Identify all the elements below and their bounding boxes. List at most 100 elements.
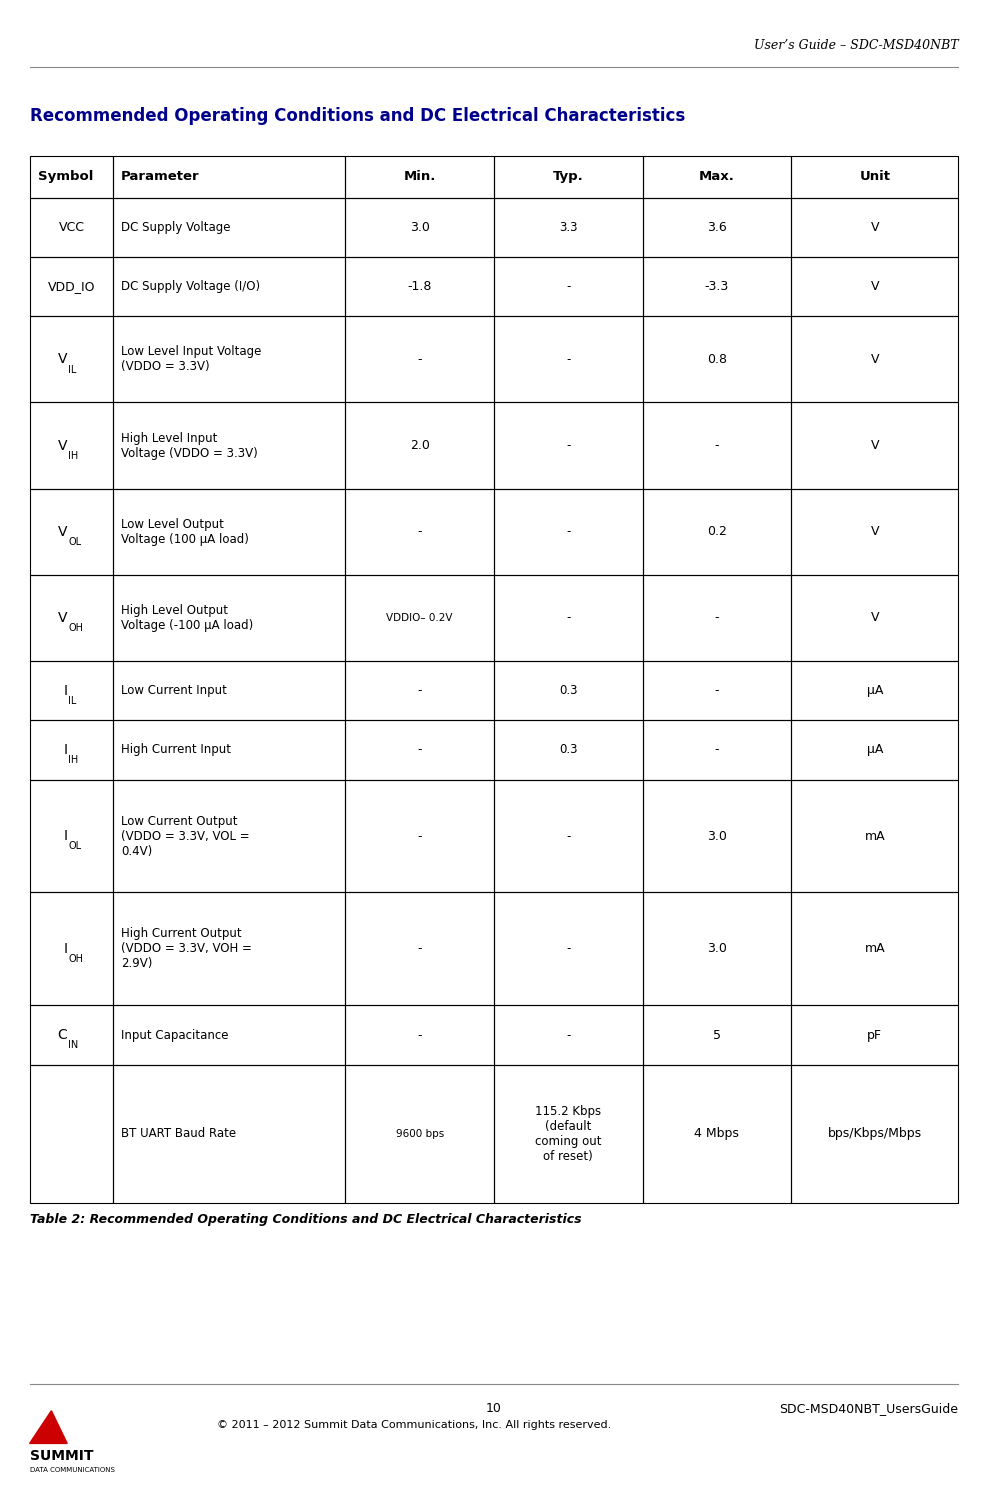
Text: High Level Input
Voltage (VDDO = 3.3V): High Level Input Voltage (VDDO = 3.3V) bbox=[122, 432, 258, 459]
Text: Low Current Output
(VDDO = 3.3V, VOL =
0.4V): Low Current Output (VDDO = 3.3V, VOL = 0… bbox=[122, 815, 250, 857]
Text: -: - bbox=[566, 830, 570, 842]
Bar bbox=[494, 198, 642, 257]
Bar bbox=[494, 316, 642, 402]
Bar bbox=[642, 1065, 791, 1203]
Bar bbox=[346, 780, 494, 892]
Bar bbox=[114, 257, 346, 316]
Bar bbox=[114, 892, 346, 1005]
Text: -: - bbox=[714, 744, 719, 756]
Text: 9600 bps: 9600 bps bbox=[395, 1129, 444, 1139]
Text: -: - bbox=[714, 685, 719, 696]
Text: pF: pF bbox=[867, 1029, 882, 1041]
Text: OL: OL bbox=[68, 842, 82, 851]
Text: 3.0: 3.0 bbox=[707, 830, 727, 842]
Text: 4 Mbps: 4 Mbps bbox=[695, 1127, 739, 1140]
Text: Table 2: Recommended Operating Conditions and DC Electrical Characteristics: Table 2: Recommended Operating Condition… bbox=[30, 1213, 581, 1227]
Bar bbox=[114, 780, 346, 892]
Bar bbox=[114, 1005, 346, 1065]
Text: High Current Input: High Current Input bbox=[122, 744, 231, 756]
Bar bbox=[642, 575, 791, 661]
Bar bbox=[30, 1065, 114, 1203]
Text: Recommended Operating Conditions and DC Electrical Characteristics: Recommended Operating Conditions and DC … bbox=[30, 107, 685, 125]
Text: μA: μA bbox=[866, 685, 883, 696]
Text: Parameter: Parameter bbox=[122, 171, 200, 183]
Text: User’s Guide – SDC-MSD40NBT: User’s Guide – SDC-MSD40NBT bbox=[754, 39, 958, 52]
Bar bbox=[791, 780, 958, 892]
Bar bbox=[791, 198, 958, 257]
Text: V: V bbox=[870, 440, 879, 451]
Text: -: - bbox=[418, 830, 422, 842]
Bar bbox=[30, 720, 114, 780]
Text: VDDIO– 0.2V: VDDIO– 0.2V bbox=[386, 613, 453, 622]
Bar bbox=[346, 489, 494, 575]
Bar bbox=[494, 257, 642, 316]
Bar bbox=[642, 892, 791, 1005]
Text: 5: 5 bbox=[713, 1029, 721, 1041]
Bar bbox=[494, 489, 642, 575]
Bar bbox=[30, 575, 114, 661]
Bar bbox=[346, 402, 494, 489]
Bar bbox=[346, 316, 494, 402]
Polygon shape bbox=[30, 1411, 67, 1443]
Bar bbox=[346, 720, 494, 780]
Bar bbox=[791, 402, 958, 489]
Bar bbox=[114, 489, 346, 575]
Bar bbox=[791, 489, 958, 575]
Bar bbox=[791, 316, 958, 402]
Bar bbox=[114, 1065, 346, 1203]
Text: Typ.: Typ. bbox=[553, 171, 584, 183]
Text: V: V bbox=[870, 221, 879, 233]
Bar bbox=[114, 316, 346, 402]
Text: 115.2 Kbps
(default
coming out
of reset): 115.2 Kbps (default coming out of reset) bbox=[535, 1105, 602, 1163]
Text: Low Level Output
Voltage (100 μA load): Low Level Output Voltage (100 μA load) bbox=[122, 518, 249, 545]
Text: -: - bbox=[714, 440, 719, 451]
Text: V: V bbox=[58, 438, 67, 453]
Text: V: V bbox=[870, 281, 879, 293]
Text: IH: IH bbox=[68, 756, 79, 765]
Bar bbox=[791, 661, 958, 720]
Bar bbox=[791, 156, 958, 198]
Bar bbox=[642, 780, 791, 892]
Text: V: V bbox=[58, 352, 67, 367]
Bar bbox=[30, 1005, 114, 1065]
Text: -: - bbox=[418, 685, 422, 696]
Text: -: - bbox=[566, 1029, 570, 1041]
Bar bbox=[494, 402, 642, 489]
Text: SDC-MSD40NBT_UsersGuide: SDC-MSD40NBT_UsersGuide bbox=[780, 1402, 958, 1415]
Text: -1.8: -1.8 bbox=[407, 281, 432, 293]
Text: V: V bbox=[870, 353, 879, 365]
Bar bbox=[114, 720, 346, 780]
Bar bbox=[346, 198, 494, 257]
Bar bbox=[791, 1065, 958, 1203]
Text: -: - bbox=[566, 281, 570, 293]
Bar bbox=[346, 892, 494, 1005]
Text: 3.3: 3.3 bbox=[559, 221, 578, 233]
Text: Max.: Max. bbox=[699, 171, 735, 183]
Text: -: - bbox=[418, 1029, 422, 1041]
Text: 0.8: 0.8 bbox=[706, 353, 727, 365]
Bar bbox=[114, 575, 346, 661]
Bar bbox=[114, 661, 346, 720]
Bar bbox=[30, 489, 114, 575]
Bar bbox=[346, 1005, 494, 1065]
Text: -: - bbox=[566, 440, 570, 451]
Bar bbox=[346, 257, 494, 316]
Text: Input Capacitance: Input Capacitance bbox=[122, 1029, 228, 1041]
Bar bbox=[791, 720, 958, 780]
Text: -: - bbox=[714, 612, 719, 624]
Text: C: C bbox=[57, 1028, 67, 1042]
Text: -3.3: -3.3 bbox=[704, 281, 729, 293]
Text: mA: mA bbox=[864, 830, 885, 842]
Text: 3.0: 3.0 bbox=[707, 943, 727, 955]
Text: 3.0: 3.0 bbox=[410, 221, 430, 233]
Bar bbox=[114, 198, 346, 257]
Bar bbox=[30, 402, 114, 489]
Bar bbox=[346, 575, 494, 661]
Bar bbox=[642, 156, 791, 198]
Bar bbox=[791, 257, 958, 316]
Text: VCC: VCC bbox=[58, 221, 84, 233]
Bar bbox=[114, 402, 346, 489]
Bar bbox=[642, 257, 791, 316]
Text: OH: OH bbox=[68, 955, 83, 964]
Text: Min.: Min. bbox=[403, 171, 436, 183]
